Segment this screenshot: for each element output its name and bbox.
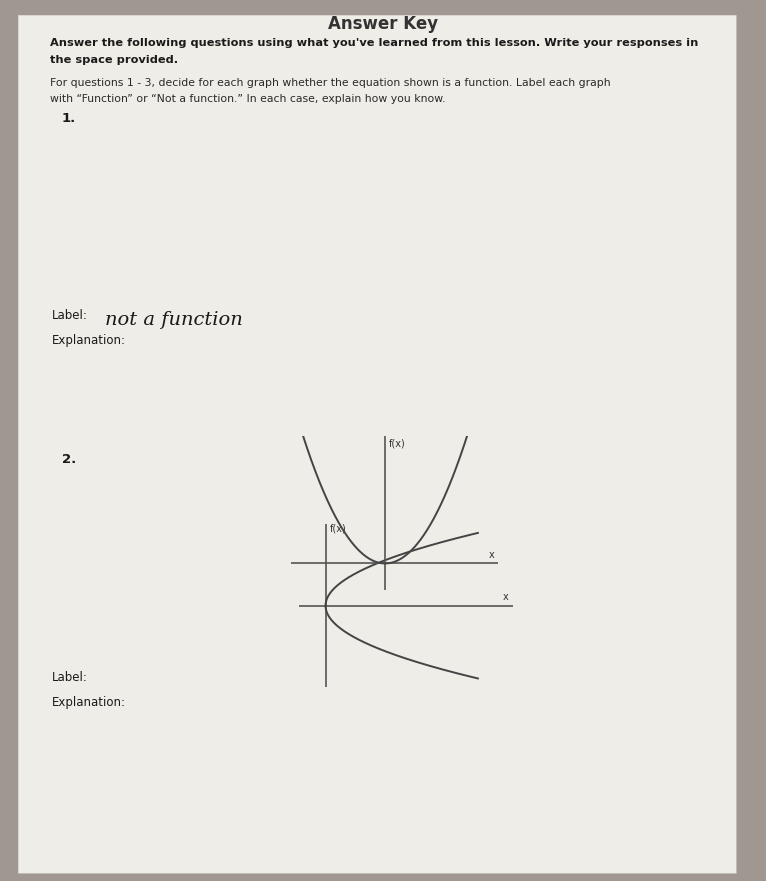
Text: Label:: Label:	[52, 309, 88, 322]
Text: f(x): f(x)	[330, 523, 346, 534]
Text: 1.: 1.	[62, 112, 77, 125]
Text: Answer Key: Answer Key	[328, 15, 438, 33]
Text: Label:: Label:	[52, 671, 88, 684]
Text: the space provided.: the space provided.	[50, 55, 178, 65]
Text: Answer the following questions using what you've learned from this lesson. Write: Answer the following questions using wha…	[50, 38, 699, 48]
FancyBboxPatch shape	[18, 15, 736, 873]
Text: Explanation:: Explanation:	[52, 334, 126, 347]
Text: with “Function” or “Not a function.” In each case, explain how you know.: with “Function” or “Not a function.” In …	[50, 94, 446, 104]
FancyBboxPatch shape	[18, 15, 736, 873]
Text: x: x	[489, 551, 494, 560]
Text: 2.: 2.	[62, 453, 77, 466]
Text: f(x): f(x)	[389, 438, 406, 448]
Text: For questions 1 - 3, decide for each graph whether the equation shown is a funct: For questions 1 - 3, decide for each gra…	[50, 78, 611, 88]
Text: Explanation:: Explanation:	[52, 696, 126, 709]
Text: x: x	[502, 592, 509, 603]
Text: not a function: not a function	[105, 311, 243, 329]
